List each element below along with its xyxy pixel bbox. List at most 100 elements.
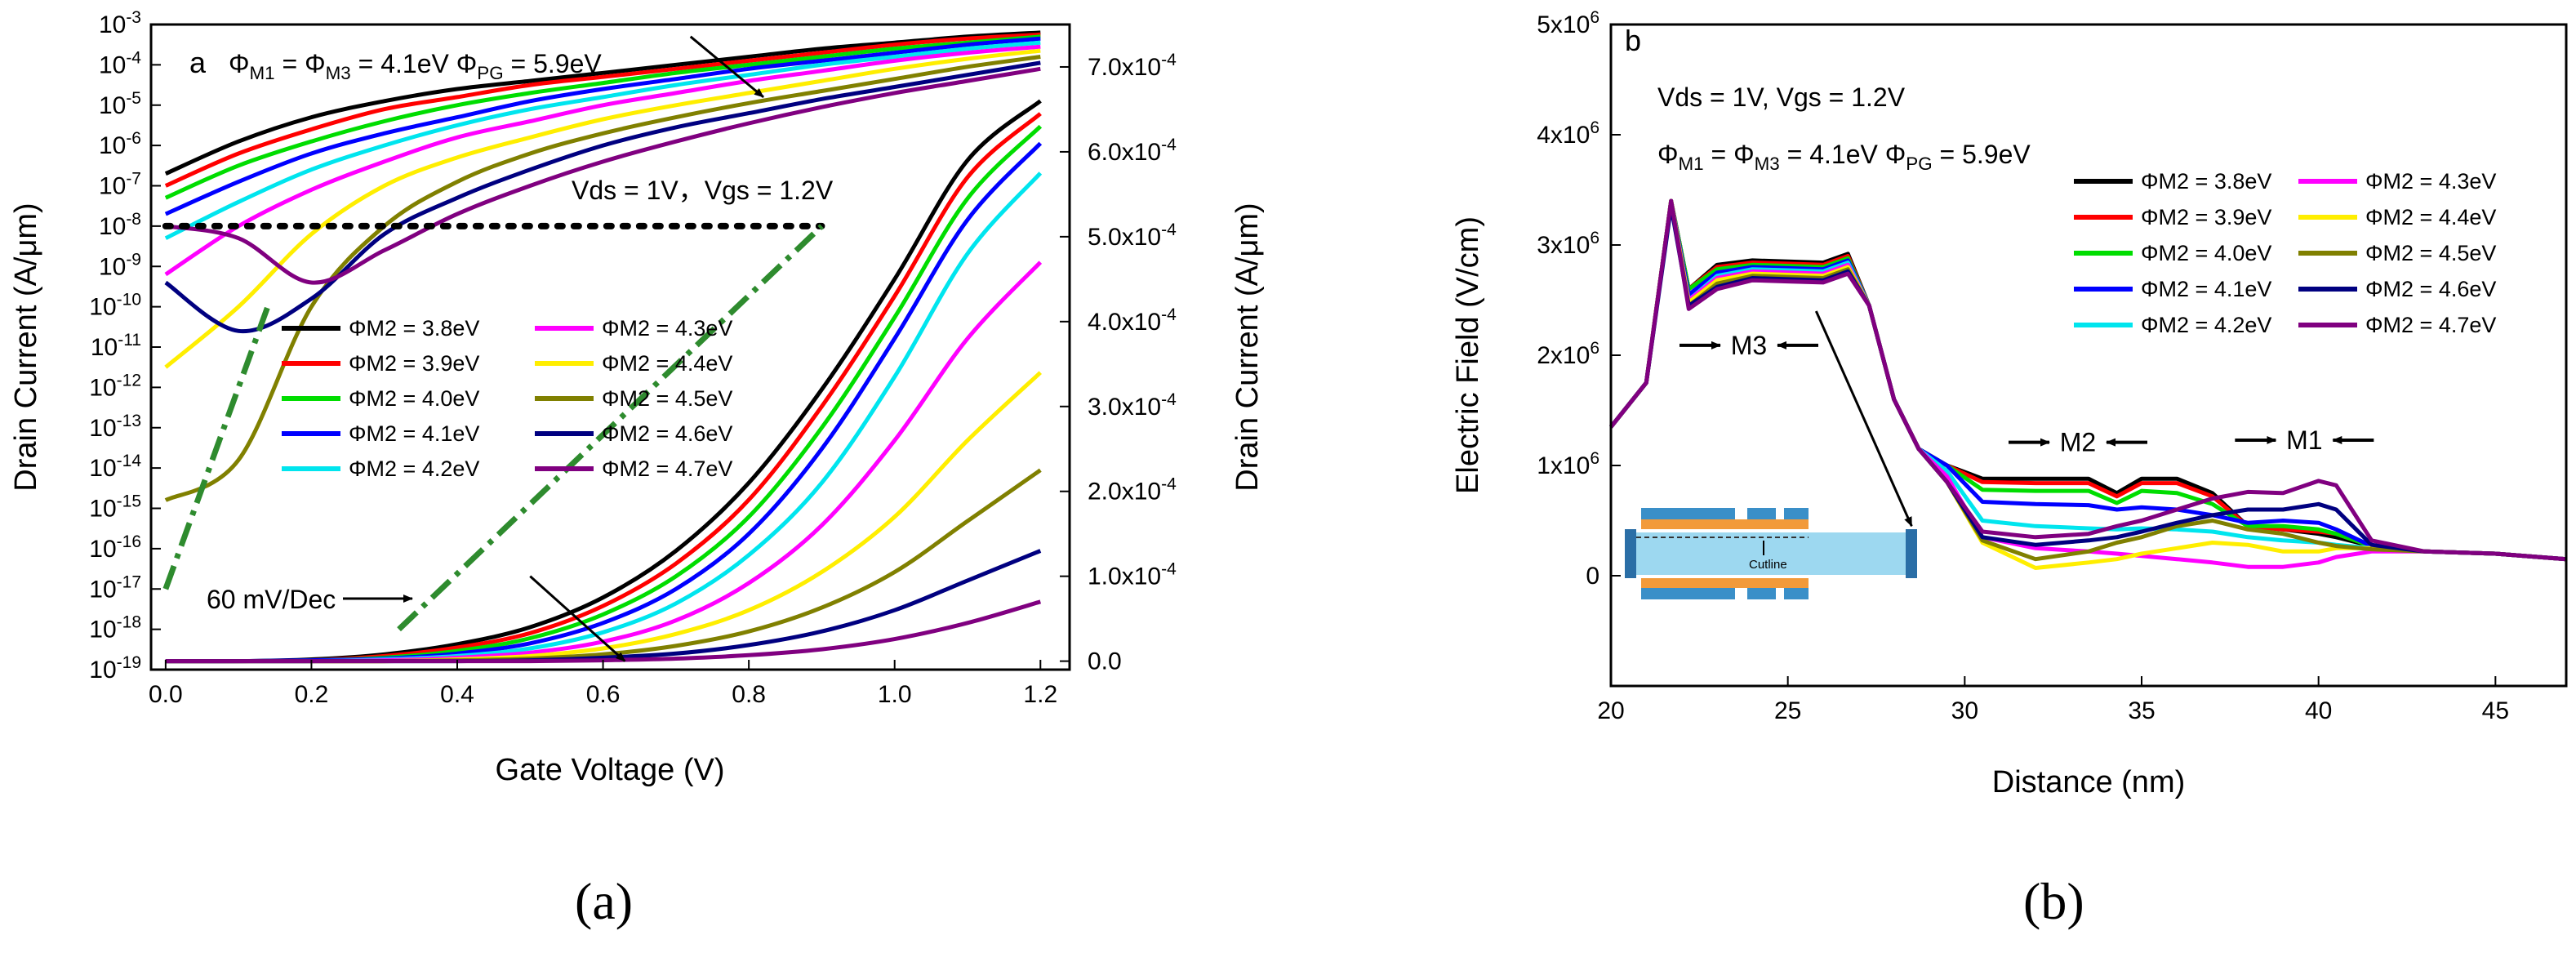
panel-b-y-tick-label: 3x106	[1537, 229, 1599, 259]
panel-b-plot-frame	[1609, 23, 2568, 688]
panel-b-letter: b	[1625, 24, 1641, 57]
panel-a-y-left-tick-label: 10-7	[99, 170, 141, 200]
panel-b-y-tick-label: 0	[1586, 563, 1599, 590]
panel-b-curve-m2-4-0ev	[1609, 198, 2567, 562]
panel-a-log-curve-m2-3-9ev	[164, 32, 1041, 188]
panel-a-log-curve-m2-4-3ev	[164, 44, 1041, 277]
panel-b-ticks: 20 25 30 35 40 45 0 1x106 2x106 3x106 4x106 5x106	[1537, 8, 2509, 724]
panel-b-x-tick-label: 45	[2482, 697, 2509, 724]
panel-b-curve-m2-4-6ev	[1609, 204, 2567, 562]
panel-a-legend-label: ΦM2 = 4.6eV	[602, 421, 732, 446]
panel-b-work-functions: ΦM1 = ΦM3 = 4.1eV ΦPG = 5.9eV	[1657, 140, 2031, 174]
panel-b-legend-label: ΦM2 = 4.4eV	[2365, 205, 2496, 229]
panel-a-plot-frame	[149, 23, 1071, 671]
panel-a-guides	[162, 35, 825, 662]
panel-b-region-labels: M3 M2 M1	[1680, 331, 2374, 457]
panel-a-ticks: 0.0 0.2 0.4 0.6 0.8 1.0 1.2 10-3 10-4 10-5 10-6 10-…	[89, 8, 1177, 708]
panel-b-legend-label: ΦM2 = 3.9eV	[2141, 205, 2271, 229]
panel-a-ss-reference-line-2	[397, 224, 824, 632]
panel-b-curve-m2-4-5ev	[1609, 198, 2567, 562]
panel-a-x-tick-label: 0.2	[295, 681, 329, 708]
panel-a-y-left-tick-label: 10-18	[89, 613, 141, 643]
panel-a-y-left-tick-label: 10-12	[89, 371, 141, 401]
panel-a-letter: a	[189, 46, 207, 79]
inset-channel	[1636, 532, 1906, 575]
panel-b-trend-arrow	[1814, 310, 1913, 528]
panel-a-caption: (a)	[575, 872, 633, 930]
panel-a-log-curve-m2-4-5ev	[164, 55, 1041, 502]
panel-a-legend-label: ΦM2 = 4.3eV	[602, 316, 732, 341]
panel-a-work-functions: ΦM1 = ΦM3 = 4.1eV ΦPG = 5.9eV	[229, 49, 602, 83]
panel-b-curve-m2-4-7ev	[1609, 198, 2567, 562]
panel-b-x-tick-label: 40	[2305, 697, 2332, 724]
panel-b-legend-label: ΦM2 = 4.7eV	[2365, 313, 2496, 337]
panel-b-y-tick-label: 1x106	[1537, 449, 1599, 479]
panel-b-x-tick-label: 30	[1951, 697, 1978, 724]
panel-a-y-right-tick-label: 6.0x10-4	[1088, 136, 1177, 166]
panel-a-legend-label: ΦM2 = 4.1eV	[349, 421, 479, 446]
panel-b-x-axis-title: Distance (nm)	[1992, 765, 2186, 799]
inset-bottom-gate-3	[1784, 588, 1809, 599]
panel-b-legend: ΦM2 = 3.8eV ΦM2 = 3.9eV ΦM2 = 4.0eV ΦM2 = 4…	[2074, 169, 2496, 337]
panel-b-legend-label: ΦM2 = 4.6eV	[2365, 277, 2496, 301]
panel-a-y-left-tick-label: 10-14	[89, 452, 141, 482]
panel-a-log-trend-arrow	[689, 35, 764, 99]
panel-b-legend-label: ΦM2 = 4.2eV	[2141, 313, 2271, 337]
panel-a-y-left-tick-label: 10-3	[99, 8, 141, 38]
panel-a-y-right-tick-label: 1.0x10-4	[1088, 560, 1177, 590]
panel-a-y-left-tick-label: 10-8	[99, 210, 141, 240]
panel-a-y-right-tick-label: 0.0	[1088, 648, 1122, 675]
panel-b-caption: (b)	[2023, 872, 2084, 930]
panel-a-legend-label: ΦM2 = 4.4eV	[602, 351, 732, 376]
panel-a-log-curve-m2-4-6ev	[164, 60, 1041, 334]
panel-b-y-tick-label: 4x106	[1537, 118, 1599, 149]
inset-cutline-label: Cutline	[1749, 558, 1787, 572]
panel-a-y-left-tick-label: 10-10	[89, 291, 141, 321]
panel-a-log-curve-m2-4-4ev	[164, 48, 1041, 369]
panel-a-log-series-group	[164, 30, 1041, 502]
panel-a-legend-label: ΦM2 = 4.7eV	[602, 456, 732, 481]
panel-a-log-curve-m2-4-1ev	[164, 36, 1041, 216]
panel-a-y-left-tick-label: 10-16	[89, 532, 141, 563]
panel-a-y-left-tick-label: 10-5	[99, 89, 141, 119]
panel-a-y-right-tick-label: 5.0x10-4	[1088, 220, 1177, 251]
panel-a-legend-label: ΦM2 = 3.9eV	[349, 351, 479, 376]
panel-a-x-tick-label: 0.8	[732, 681, 766, 708]
panel-b-curve-m2-3-8ev	[1609, 198, 2567, 562]
panel-b-region-m1-label: M1	[2286, 425, 2322, 455]
panel-a-y-left-tick-label: 10-17	[89, 572, 141, 603]
panel-b-curve-m2-4-4ev	[1609, 198, 2567, 570]
inset-top-gate-3	[1784, 508, 1809, 519]
panel-a-x-tick-label: 1.2	[1023, 681, 1057, 708]
panel-a-y-left-tick-label: 10-11	[91, 331, 141, 361]
panel-a-y-right-tick-label: 2.0x10-4	[1088, 475, 1177, 505]
inset-top-oxide	[1641, 519, 1809, 529]
panel-a-x-tick-label: 0.0	[149, 681, 183, 708]
panel-a-x-tick-label: 0.4	[440, 681, 474, 708]
panel-a-y-left-tick-label: 10-13	[89, 412, 141, 442]
panel-a-legend-label: ΦM2 = 4.5eV	[602, 386, 732, 411]
panel-b-x-tick-label: 25	[1774, 697, 1801, 724]
panel-a-y-left-tick-label: 10-19	[89, 653, 141, 684]
panel-a-y-left-tick-label: 10-6	[99, 129, 141, 159]
inset-top-gate-2	[1747, 508, 1776, 519]
panel-b-chart: 20 25 30 35 40 45 0 1x106 2x106 3x106 4x106 5x106 b…	[1451, 8, 2568, 930]
panel-b-legend-label: ΦM2 = 3.8eV	[2141, 169, 2271, 194]
panel-b-series-group	[1609, 198, 2567, 570]
panel-a-y-axis-title-right: Drain Current (A/μm)	[1230, 203, 1265, 491]
panel-a-x-tick-label: 1.0	[878, 681, 912, 708]
panel-b-bias-label: Vds = 1V, Vgs = 1.2V	[1657, 82, 1906, 112]
panel-a-y-left-tick-label: 10-4	[99, 48, 141, 78]
panel-a-chart: 0.0 0.2 0.4 0.6 0.8 1.0 1.2 10-3 10-4 10-5 10-6 10-…	[9, 8, 1265, 930]
panel-b-legend-label: ΦM2 = 4.5eV	[2365, 241, 2496, 265]
panel-a-y-right-tick-label: 7.0x10-4	[1088, 51, 1177, 81]
panel-a-legend-label: ΦM2 = 3.8eV	[349, 316, 479, 341]
panel-a-y-left-tick-label: 10-15	[89, 492, 141, 523]
panel-a-log-curve-m2-4-7ev	[165, 66, 1041, 285]
inset-top-gate-1	[1641, 508, 1735, 519]
panel-b-region-m3-label: M3	[1731, 331, 1767, 360]
panel-b-y-tick-label: 2x106	[1537, 339, 1599, 369]
panel-b-y-axis-title: Electric Field (V/cm)	[1451, 216, 1485, 494]
panel-a-bias-label: Vds = 1V，Vgs = 1.2V	[572, 176, 834, 205]
